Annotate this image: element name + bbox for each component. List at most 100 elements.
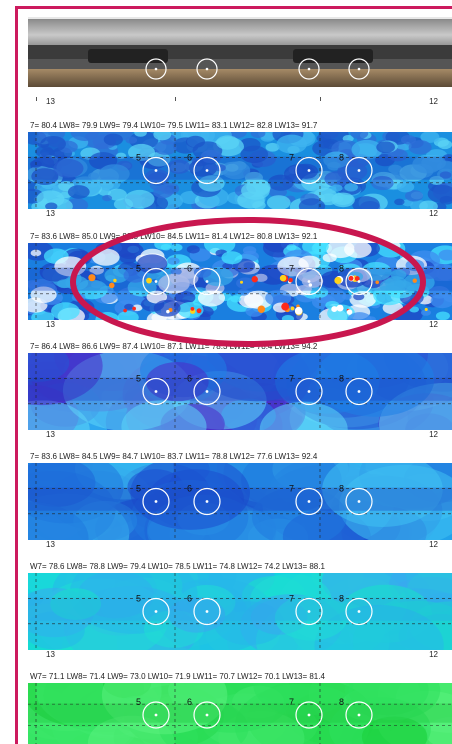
wheel-circle — [142, 701, 170, 729]
wheel-center — [154, 280, 158, 283]
map-blob — [99, 164, 130, 184]
panel-readout: 7= 83.6 LW8= 84.5 LW9= 84.7 LW10= 83.7 L… — [28, 450, 452, 463]
map-blob — [281, 314, 295, 320]
wheel-markers — [145, 58, 370, 80]
segment-label: 5 — [136, 153, 141, 163]
hot-spot — [346, 309, 353, 315]
wheel-circle — [345, 487, 373, 516]
wheel-center — [154, 610, 158, 613]
wheel-center — [205, 610, 209, 613]
map-blob — [186, 245, 200, 254]
map-band — [28, 377, 452, 401]
map-blob — [73, 500, 138, 540]
map-blob — [259, 401, 348, 430]
segment-label: 7 — [289, 264, 294, 274]
segment-label: 8 — [339, 594, 344, 604]
hot-spot — [257, 305, 266, 313]
wheel-circle — [295, 701, 323, 729]
map-blob — [344, 243, 372, 258]
map-blob — [130, 463, 250, 530]
map-band — [28, 703, 452, 723]
map-svg: 5 6 7 8 — [28, 463, 452, 540]
map-svg: 5 6 7 8 — [28, 573, 452, 650]
map-blob — [153, 299, 181, 317]
map-blob — [145, 362, 209, 402]
map-blob — [236, 277, 255, 289]
map-blob — [160, 243, 172, 251]
axis-left-label: 13 — [46, 430, 55, 439]
map-blob — [404, 190, 424, 202]
map-blob — [430, 293, 452, 309]
map-blob — [347, 312, 372, 320]
map-blob — [134, 132, 147, 137]
wheel-center — [357, 280, 361, 283]
panel-axis: 13 12 — [28, 209, 452, 219]
highlight-oval — [70, 217, 426, 347]
wheel-circle — [142, 377, 170, 406]
wheel-center — [357, 169, 361, 172]
wheel-circle — [295, 267, 323, 296]
wheel-center — [357, 390, 361, 393]
map-blob — [30, 286, 57, 303]
map-blob — [246, 179, 271, 195]
map-blob — [412, 154, 443, 174]
map-blob — [331, 184, 343, 192]
map-blob — [185, 135, 206, 148]
wheel-center — [307, 713, 311, 717]
map-blob — [352, 196, 380, 209]
map-blob — [28, 502, 89, 540]
map-band — [28, 156, 452, 180]
map-blob — [31, 168, 59, 186]
wheel-center — [307, 610, 311, 613]
segment-label: 5 — [136, 264, 141, 274]
panel-axis: 13 12 — [28, 540, 452, 550]
hot-spot — [424, 307, 428, 311]
map-blob — [439, 171, 452, 179]
map-blob — [394, 198, 405, 206]
hot-spot — [354, 276, 360, 281]
wheel-circle — [142, 267, 170, 296]
map-blob — [265, 142, 280, 152]
map-blob — [342, 293, 352, 300]
axis-right-label: 12 — [429, 209, 438, 218]
map-blob — [154, 140, 177, 155]
hot-spot — [196, 308, 202, 314]
map-blob — [103, 133, 123, 146]
wheel-circle — [142, 487, 170, 516]
map-blob — [170, 268, 182, 276]
map-blob — [298, 198, 326, 209]
map-blob — [388, 164, 403, 174]
map-blob — [193, 266, 212, 278]
panel-readout: W7= 78.6 LW8= 78.8 LW9= 79.4 LW10= 78.5 … — [28, 560, 452, 573]
wheel-center — [307, 169, 311, 172]
map-blob — [240, 145, 269, 164]
wheel-circle — [193, 487, 221, 516]
wheel-center — [357, 610, 361, 613]
wheel-center — [205, 713, 209, 717]
map-blob — [295, 284, 313, 296]
wheel-circle — [193, 267, 221, 296]
map-band — [28, 487, 452, 511]
map-svg: 5 6 7 8 — [28, 683, 452, 744]
wheel-center — [205, 169, 209, 172]
segment-label: 6 — [187, 594, 192, 604]
axis-left-label: 13 — [46, 97, 55, 106]
segment-label: 5 — [136, 594, 141, 604]
map-blob — [348, 683, 429, 716]
map-blob — [266, 195, 291, 209]
map-blob — [408, 140, 432, 155]
map-blob — [67, 185, 90, 199]
map-blob — [274, 595, 348, 641]
map-blob — [396, 181, 415, 193]
source-map: 5 6 7 8 — [28, 353, 452, 430]
hot-spot — [240, 280, 244, 284]
hot-spot — [412, 278, 417, 283]
map-panel-1: 7= 80.4 LW8= 79.9 LW9= 79.4 LW10= 79.5 L… — [28, 119, 452, 219]
map-blob — [390, 269, 407, 280]
hot-spot — [132, 306, 136, 311]
photo-axis: 13 12 — [28, 97, 452, 107]
map-blob — [147, 151, 171, 167]
map-blob — [302, 243, 329, 255]
segment-label: 7 — [289, 697, 294, 707]
axis-left-label: 13 — [46, 650, 55, 659]
